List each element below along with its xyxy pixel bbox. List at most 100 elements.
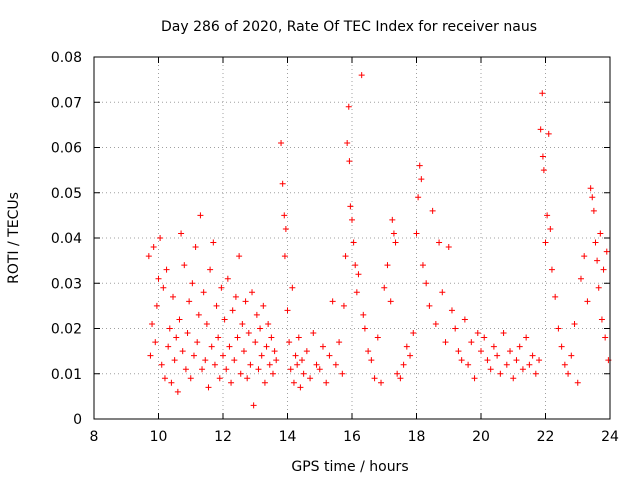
data-point bbox=[471, 375, 478, 382]
data-point bbox=[478, 348, 484, 355]
data-point bbox=[548, 266, 555, 273]
data-point bbox=[419, 262, 426, 269]
data-point bbox=[540, 167, 547, 174]
y-tick-label: 0.04 bbox=[51, 231, 82, 247]
data-point bbox=[594, 257, 601, 264]
data-point bbox=[474, 330, 481, 337]
data-point bbox=[358, 72, 365, 79]
data-point bbox=[387, 298, 394, 305]
data-point bbox=[220, 352, 226, 359]
data-point bbox=[299, 357, 306, 364]
data-point bbox=[213, 302, 220, 309]
data-point bbox=[182, 366, 189, 373]
data-point bbox=[203, 320, 210, 327]
x-tick-label: 24 bbox=[601, 429, 619, 445]
data-point bbox=[490, 343, 497, 350]
data-point bbox=[516, 343, 523, 350]
data-point bbox=[378, 379, 385, 386]
data-point bbox=[282, 225, 289, 232]
data-point bbox=[179, 348, 186, 355]
x-tick-label: 16 bbox=[343, 429, 361, 445]
data-point bbox=[257, 325, 264, 332]
data-point bbox=[426, 302, 433, 309]
data-point bbox=[240, 348, 247, 355]
data-point bbox=[186, 298, 193, 305]
data-point bbox=[545, 130, 552, 137]
data-point bbox=[207, 266, 214, 273]
data-point bbox=[273, 357, 280, 364]
data-point bbox=[168, 379, 175, 386]
data-point bbox=[265, 320, 272, 327]
data-point bbox=[160, 284, 167, 291]
data-point bbox=[313, 361, 320, 368]
data-point bbox=[352, 262, 359, 269]
data-point bbox=[558, 343, 565, 350]
data-point bbox=[339, 370, 346, 377]
data-point bbox=[224, 275, 231, 282]
data-point bbox=[319, 343, 326, 350]
data-point bbox=[289, 284, 296, 291]
data-point bbox=[368, 357, 375, 364]
data-point bbox=[519, 366, 526, 373]
data-point bbox=[173, 334, 180, 341]
data-point bbox=[360, 311, 367, 318]
data-point bbox=[210, 239, 217, 246]
data-point bbox=[555, 325, 562, 332]
data-point bbox=[229, 307, 236, 314]
data-point bbox=[147, 352, 154, 359]
y-tick-label: 0 bbox=[73, 412, 82, 428]
data-point bbox=[544, 212, 551, 219]
data-point bbox=[292, 352, 299, 359]
data-point bbox=[347, 203, 354, 210]
x-tick-label: 10 bbox=[150, 429, 168, 445]
data-point bbox=[374, 334, 381, 341]
y-tick-label: 0.02 bbox=[51, 322, 82, 338]
data-point bbox=[561, 361, 568, 368]
data-point bbox=[345, 103, 352, 110]
data-point bbox=[539, 90, 546, 97]
data-point bbox=[281, 253, 288, 260]
data-point bbox=[484, 357, 491, 364]
data-point bbox=[239, 320, 246, 327]
data-point bbox=[231, 357, 238, 364]
data-point bbox=[584, 298, 591, 305]
data-point bbox=[249, 289, 256, 296]
data-point bbox=[234, 334, 241, 341]
data-point bbox=[216, 375, 223, 382]
data-point bbox=[252, 339, 259, 346]
y-tick-label: 0.06 bbox=[51, 141, 82, 157]
data-point bbox=[294, 361, 301, 368]
x-tick-label: 12 bbox=[214, 429, 232, 445]
data-point bbox=[603, 248, 610, 255]
data-point bbox=[442, 339, 449, 346]
data-point bbox=[236, 253, 243, 260]
data-point bbox=[371, 375, 378, 382]
data-point bbox=[432, 320, 439, 327]
data-point bbox=[410, 330, 417, 337]
data-point bbox=[497, 370, 504, 377]
data-point bbox=[458, 357, 465, 364]
data-point bbox=[153, 302, 160, 309]
data-point bbox=[255, 366, 262, 373]
x-tick-label: 14 bbox=[279, 429, 297, 445]
data-point bbox=[307, 375, 314, 382]
data-point bbox=[487, 366, 494, 373]
data-point bbox=[587, 185, 594, 192]
data-point bbox=[390, 230, 397, 237]
data-point bbox=[287, 366, 294, 373]
data-point bbox=[355, 271, 362, 278]
data-point bbox=[195, 311, 202, 318]
data-point bbox=[589, 194, 596, 201]
data-point bbox=[400, 361, 407, 368]
data-point bbox=[513, 357, 520, 364]
data-point bbox=[394, 370, 401, 377]
data-point bbox=[258, 352, 265, 359]
data-point bbox=[260, 302, 267, 309]
data-point bbox=[602, 334, 609, 341]
data-point bbox=[532, 370, 539, 377]
x-tick-label: 22 bbox=[537, 429, 555, 445]
data-point bbox=[202, 357, 209, 364]
data-point bbox=[205, 384, 212, 391]
data-point bbox=[228, 379, 235, 386]
data-point bbox=[329, 298, 336, 305]
